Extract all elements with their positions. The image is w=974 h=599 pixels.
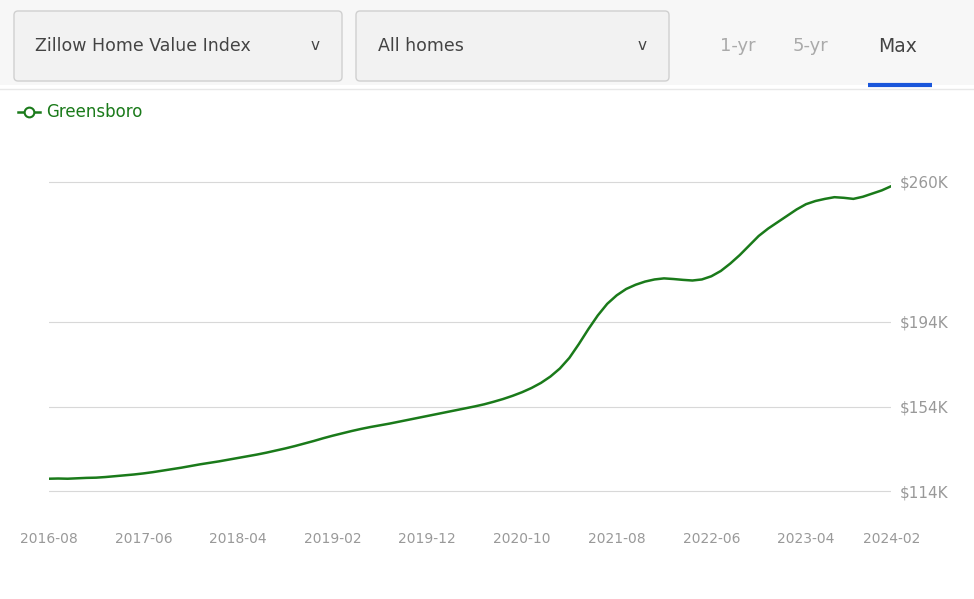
Text: Greensboro: Greensboro — [46, 103, 142, 121]
Text: v: v — [638, 38, 647, 53]
Text: v: v — [311, 38, 319, 53]
Text: Max: Max — [879, 37, 918, 56]
FancyBboxPatch shape — [14, 11, 342, 81]
FancyBboxPatch shape — [0, 0, 974, 85]
Text: Zillow Home Value Index: Zillow Home Value Index — [35, 37, 250, 55]
FancyBboxPatch shape — [356, 11, 669, 81]
Text: 5-yr: 5-yr — [792, 37, 828, 55]
Text: 1-yr: 1-yr — [720, 37, 756, 55]
Text: All homes: All homes — [378, 37, 464, 55]
